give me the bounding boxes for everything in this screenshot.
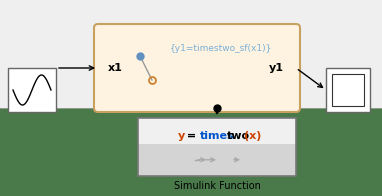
Text: {y1=timestwo_sf(x1)}: {y1=timestwo_sf(x1)} [170, 44, 272, 53]
Bar [138, 144, 296, 176]
Text: (x): (x) [244, 131, 261, 141]
Bar [332, 74, 364, 106]
Bar [326, 68, 370, 112]
Bar [138, 118, 296, 176]
FancyBboxPatch shape [94, 24, 300, 112]
Bar [0, 0, 382, 108]
Text: x1: x1 [108, 63, 123, 73]
Bar [0, 108, 382, 196]
Text: times: times [200, 131, 235, 141]
Bar [138, 118, 296, 144]
Text: y1: y1 [269, 63, 284, 73]
Text: y: y [178, 131, 185, 141]
Text: Simulink Function: Simulink Function [173, 181, 261, 191]
Bar [8, 68, 56, 112]
Text: two: two [227, 131, 250, 141]
Text: =: = [183, 131, 200, 141]
